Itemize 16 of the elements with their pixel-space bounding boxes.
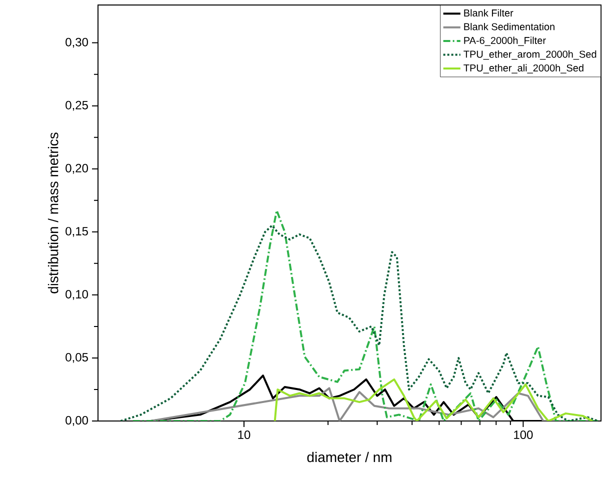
- legend-label: PA-6_2000h_Filter: [464, 36, 546, 46]
- legend-label: TPU_ether_arom_2000h_Sed: [464, 50, 596, 60]
- legend-label: TPU_ether_ali_2000h_Sed: [464, 64, 584, 74]
- legend-label: Blank Filter: [464, 9, 514, 17]
- legend-label: Blank Sedimentation: [464, 22, 554, 30]
- y-axis-title: distribution / mass metrics: [48, 132, 58, 294]
- y-tick-label: 0,15: [66, 226, 88, 237]
- y-tick-label: 0,30: [66, 38, 88, 48]
- y-tick-label: 0,05: [66, 353, 88, 363]
- x-axis-title: diameter / nm: [307, 452, 392, 462]
- y-tick-label: 0,10: [66, 290, 88, 300]
- y-tick-label: 0,20: [66, 164, 88, 174]
- y-tick-label: 0,25: [66, 100, 88, 111]
- x-tick-label: 10: [238, 430, 250, 440]
- x-tick-label: 100: [514, 430, 533, 440]
- y-tick-label: 0,00: [66, 416, 88, 426]
